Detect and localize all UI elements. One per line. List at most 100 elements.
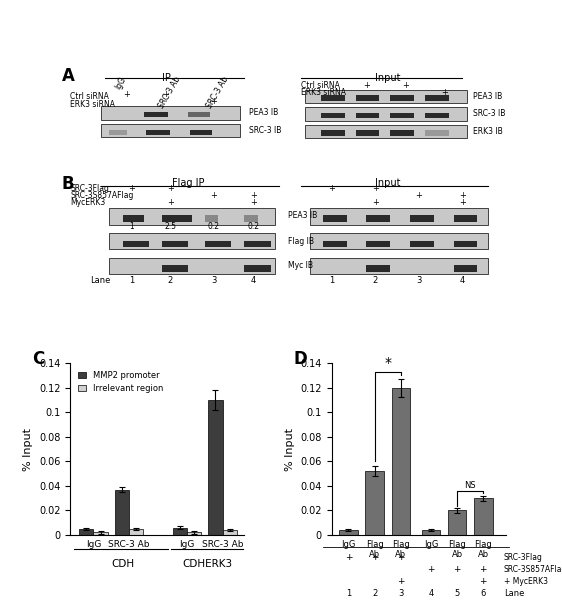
Text: Ctrl siRNA: Ctrl siRNA: [70, 93, 109, 102]
Bar: [410, 241, 434, 248]
Text: +: +: [211, 97, 217, 106]
Text: D: D: [293, 350, 307, 368]
Bar: [422, 530, 440, 535]
Bar: [187, 532, 201, 535]
Bar: [209, 400, 223, 535]
Bar: [306, 124, 466, 138]
Bar: [321, 130, 345, 136]
Text: +: +: [397, 553, 405, 562]
Text: +: +: [363, 81, 370, 90]
Bar: [391, 130, 414, 136]
Text: +: +: [345, 553, 352, 562]
Text: +: +: [402, 81, 409, 90]
Text: +: +: [371, 198, 379, 207]
Text: +: +: [479, 565, 487, 574]
Bar: [454, 241, 478, 248]
Legend: MMP2 promoter, Irrelevant region: MMP2 promoter, Irrelevant region: [74, 368, 166, 397]
Text: Flag IB: Flag IB: [288, 237, 314, 246]
Text: PEA3 IB: PEA3 IB: [473, 92, 502, 101]
Text: 0.2: 0.2: [247, 222, 259, 231]
Bar: [454, 266, 478, 272]
Bar: [110, 130, 127, 135]
Text: ERK3 siRNA: ERK3 siRNA: [301, 88, 346, 97]
Text: SRC-3 IB: SRC-3 IB: [473, 109, 505, 118]
Bar: [129, 529, 143, 535]
Text: +: +: [415, 191, 422, 200]
Bar: [425, 130, 449, 136]
Text: Myc IB: Myc IB: [288, 261, 313, 270]
Text: +: +: [441, 88, 448, 97]
Text: +: +: [162, 90, 170, 99]
Text: ERK3 IB: ERK3 IB: [473, 127, 503, 136]
Bar: [356, 112, 379, 118]
Bar: [244, 241, 271, 248]
Text: 1: 1: [329, 276, 334, 285]
Bar: [391, 112, 414, 118]
Bar: [306, 107, 466, 121]
Text: C: C: [32, 350, 44, 368]
Text: PEA3 IB: PEA3 IB: [249, 108, 278, 117]
Bar: [205, 215, 218, 222]
Text: +: +: [167, 198, 174, 207]
Bar: [162, 266, 188, 272]
Text: 2: 2: [168, 276, 173, 285]
Y-axis label: % Input: % Input: [24, 428, 34, 471]
Text: +: +: [211, 191, 217, 200]
Text: +: +: [397, 577, 405, 585]
Bar: [366, 215, 391, 222]
Text: SRC-3S857AFlag: SRC-3S857AFlag: [70, 191, 134, 200]
Bar: [93, 532, 108, 535]
Text: 3: 3: [416, 276, 422, 285]
Text: 5: 5: [455, 588, 460, 597]
Bar: [366, 241, 391, 248]
Bar: [110, 233, 275, 249]
Text: +: +: [167, 184, 174, 193]
Bar: [392, 388, 410, 535]
Text: SRC-3Flag: SRC-3Flag: [504, 553, 543, 562]
Text: +: +: [371, 553, 378, 562]
Text: +: +: [128, 184, 135, 193]
Text: +: +: [250, 191, 257, 200]
Bar: [454, 215, 478, 222]
Bar: [123, 241, 148, 248]
Text: SRC-3 Ab: SRC-3 Ab: [205, 75, 230, 110]
Bar: [321, 95, 345, 101]
Text: 0.2: 0.2: [208, 222, 220, 231]
Text: +: +: [454, 565, 461, 574]
Text: ERK3 siRNA: ERK3 siRNA: [70, 100, 115, 109]
Text: SRC-3S857AFlag: SRC-3S857AFlag: [504, 565, 562, 574]
Bar: [147, 130, 170, 135]
Text: Ctrl siRNA: Ctrl siRNA: [301, 81, 340, 90]
Bar: [190, 130, 212, 135]
Text: 4: 4: [251, 276, 256, 285]
Bar: [244, 266, 271, 272]
Text: 3: 3: [398, 588, 404, 597]
Bar: [110, 257, 275, 274]
Bar: [356, 130, 379, 136]
Text: IP: IP: [162, 73, 170, 83]
Text: 1: 1: [346, 588, 351, 597]
Bar: [310, 208, 488, 225]
Text: + MycERK3: + MycERK3: [504, 577, 548, 585]
Bar: [162, 241, 188, 248]
Bar: [323, 241, 347, 248]
Bar: [101, 124, 240, 137]
Bar: [425, 95, 449, 101]
Text: 2.5: 2.5: [165, 222, 176, 231]
Text: 2: 2: [373, 276, 378, 285]
Text: 3: 3: [211, 276, 217, 285]
Bar: [356, 95, 379, 101]
Text: CDH: CDH: [112, 559, 135, 569]
Text: CDHERK3: CDHERK3: [183, 559, 233, 569]
Text: PEA3 IB: PEA3 IB: [288, 212, 318, 221]
Bar: [310, 233, 488, 249]
Bar: [173, 528, 187, 535]
Text: SRC-3 IB: SRC-3 IB: [249, 126, 281, 135]
Text: +: +: [124, 90, 130, 99]
Bar: [101, 106, 240, 120]
Text: 4: 4: [460, 276, 465, 285]
Text: +: +: [479, 577, 487, 585]
Bar: [448, 510, 466, 535]
Bar: [365, 471, 384, 535]
Bar: [115, 490, 129, 535]
